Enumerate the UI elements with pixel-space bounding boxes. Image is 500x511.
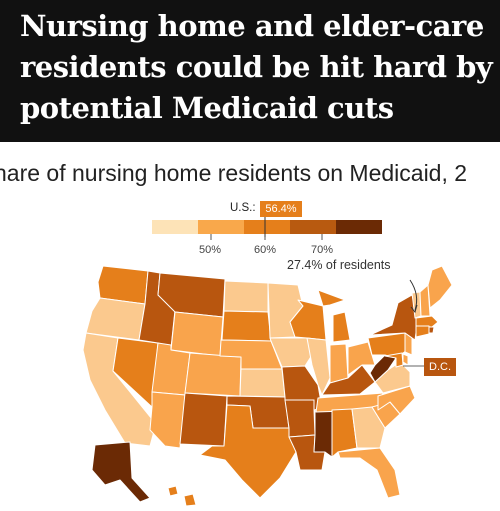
legend-scale xyxy=(152,216,382,240)
state-texas[interactable] xyxy=(199,404,297,499)
state-hawaii[interactable] xyxy=(167,485,197,507)
headline-banner: Nursing home and elder-care residents co… xyxy=(0,0,500,142)
vermont-callout-text: 27.4% of residents xyxy=(287,258,391,272)
state-arizona[interactable] xyxy=(149,391,186,449)
state-kansas[interactable] xyxy=(239,368,286,398)
state-massachusetts[interactable] xyxy=(415,315,439,328)
state-connecticut[interactable] xyxy=(415,325,430,338)
state-new-york[interactable] xyxy=(369,294,419,341)
state-florida[interactable] xyxy=(337,447,401,499)
headline-line-3: potential Medicaid cuts xyxy=(20,91,394,125)
state-delaware[interactable] xyxy=(402,353,409,366)
legend-tick-label-60: 60% xyxy=(254,244,277,256)
legend-bin-55-65 xyxy=(244,220,290,234)
state-oregon[interactable] xyxy=(85,297,146,341)
us-average-label: U.S.: xyxy=(230,202,256,214)
us-average-badge: 56.4% xyxy=(260,201,302,217)
dc-badge: D.C. xyxy=(424,358,456,376)
legend-tick-label-70: 70% xyxy=(311,244,334,256)
callout-arrowhead xyxy=(410,304,418,314)
map-subtitle: hare of nursing home residents on Medica… xyxy=(0,160,468,186)
state-maryland[interactable] xyxy=(384,352,404,368)
legend-bin-over-70 xyxy=(336,220,382,234)
state-new-jersey[interactable] xyxy=(404,332,413,356)
headline: Nursing home and elder-care residents co… xyxy=(20,6,495,129)
legend-bin-50-55 xyxy=(198,220,244,234)
state-new-mexico[interactable] xyxy=(179,392,228,447)
state-michigan[interactable] xyxy=(317,289,351,343)
state-wisconsin[interactable] xyxy=(289,299,327,341)
state-north-dakota[interactable] xyxy=(223,280,269,313)
state-arkansas[interactable] xyxy=(284,399,316,438)
state-alaska[interactable] xyxy=(91,441,151,503)
state-colorado[interactable] xyxy=(184,352,242,397)
state-alabama[interactable] xyxy=(331,408,358,458)
headline-line-2: residents could be hit hard by xyxy=(20,50,493,84)
legend-tick-label-50: 50% xyxy=(199,244,222,256)
state-south-dakota[interactable] xyxy=(221,310,272,342)
legend-bin-65-70 xyxy=(290,220,336,234)
state-maine[interactable] xyxy=(427,265,453,309)
state-ohio[interactable] xyxy=(347,341,376,376)
legend-bin-under-50 xyxy=(152,220,198,234)
headline-line-1: Nursing home and elder-care xyxy=(20,9,484,43)
state-wyoming[interactable] xyxy=(170,311,224,357)
callout-leader-line xyxy=(409,279,418,311)
state-mississippi[interactable] xyxy=(313,409,333,458)
state-rhode-island[interactable] xyxy=(428,326,435,334)
state-georgia[interactable] xyxy=(351,406,386,449)
state-indiana[interactable] xyxy=(329,343,349,384)
